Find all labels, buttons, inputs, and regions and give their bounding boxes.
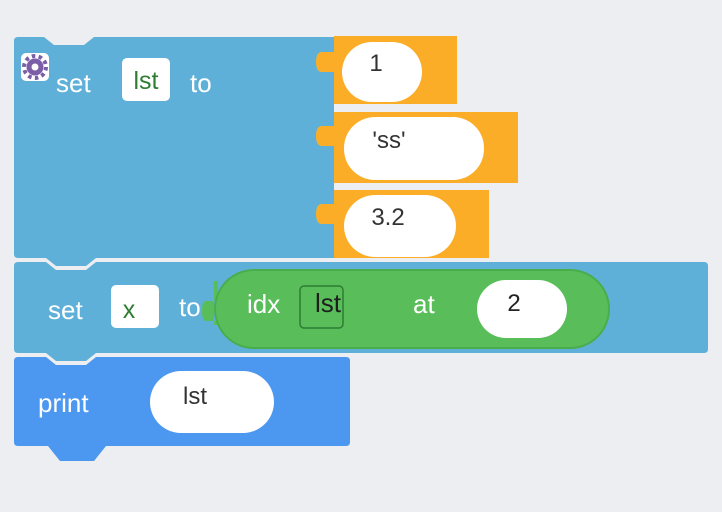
- index-value-slot[interactable]: [477, 280, 567, 338]
- list-item-block[interactable]: 1: [316, 36, 457, 104]
- print-block[interactable]: print lst: [14, 357, 350, 461]
- to-label: to: [190, 68, 212, 98]
- list-item-block[interactable]: 3.2: [316, 190, 489, 258]
- index-block[interactable]: idx lst at 2: [202, 269, 610, 349]
- set-list-block[interactable]: set lst to 1 'ss' 3.2: [14, 36, 518, 266]
- list-item-block[interactable]: 'ss': [316, 112, 518, 183]
- variable-name: lst: [315, 288, 342, 318]
- gear-icon[interactable]: [21, 53, 49, 81]
- variable-field-x[interactable]: x: [111, 285, 159, 328]
- set-list-block-body: [14, 37, 334, 266]
- print-label: print: [38, 388, 89, 418]
- variable-field-lst[interactable]: lst: [299, 285, 344, 329]
- set-x-block[interactable]: set x to idx lst at 2: [14, 262, 708, 361]
- set-label: set: [48, 295, 83, 325]
- list-item-value: 3.2: [371, 204, 404, 231]
- print-arg: lst: [183, 383, 207, 410]
- list-item-slot[interactable]: [344, 117, 484, 180]
- at-label: at: [413, 289, 435, 319]
- variable-name: x: [123, 296, 136, 324]
- print-arg-slot[interactable]: [150, 371, 274, 433]
- list-item-value: 'ss': [372, 127, 405, 154]
- list-item-slot[interactable]: [344, 195, 456, 257]
- variable-field-lst[interactable]: lst: [122, 58, 170, 101]
- list-item-value: 1: [369, 50, 382, 77]
- set-label: set: [56, 68, 91, 98]
- list-item-slot[interactable]: [342, 42, 422, 102]
- idx-label: idx: [247, 289, 280, 319]
- variable-name: lst: [134, 67, 159, 95]
- index-value: 2: [507, 290, 520, 317]
- to-label: to: [179, 292, 201, 322]
